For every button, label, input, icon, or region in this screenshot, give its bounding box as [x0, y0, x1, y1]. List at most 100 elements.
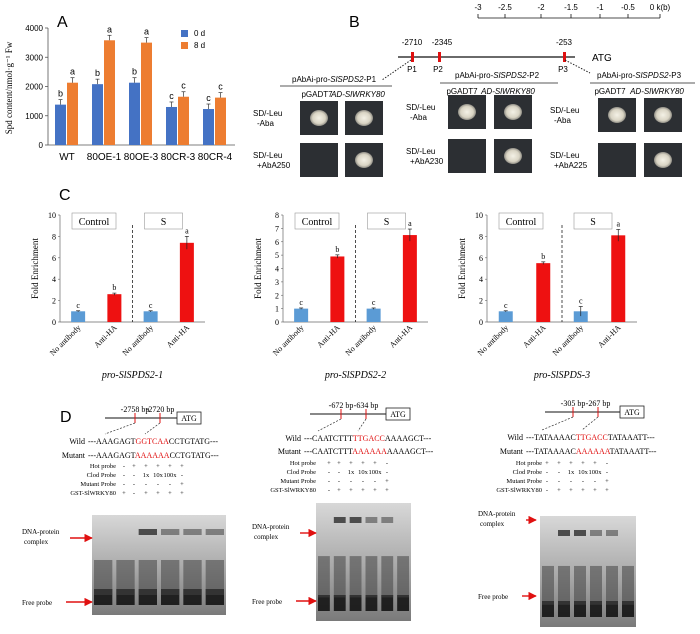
emsa-site-connector — [581, 416, 599, 431]
emsa-table-cell: + — [593, 460, 597, 467]
emsa-table-rowlabel: Clod Probe — [87, 472, 117, 479]
chip-bar — [536, 263, 551, 322]
chip-ytick-label: 1 — [275, 305, 279, 314]
emsa-table-cell: - — [546, 469, 548, 476]
chip-category-label: No antibody — [551, 323, 585, 357]
connector-p3 — [564, 59, 591, 74]
panel-letter-a: A — [57, 14, 68, 31]
gel-smear — [318, 556, 330, 598]
chip-bar — [179, 242, 194, 322]
emsa-wild-label: Wild — [507, 433, 523, 442]
emsa-table-cell: + — [361, 487, 365, 494]
dna-protein-band — [205, 529, 224, 535]
seq-right: TATAAATT--- — [610, 447, 657, 456]
legend-swatch-0d — [181, 30, 188, 37]
emsa-table-cell: + — [168, 490, 172, 497]
panel-a-sig-letter: b — [132, 67, 137, 77]
emsa-table-rowlabel: Hot probe — [90, 463, 116, 470]
panel-a-sig-letter: c — [218, 82, 223, 92]
chip-sig-letter: c — [149, 301, 153, 310]
emsa-wild-label: Wild — [69, 437, 85, 446]
emsa-table-cell: + — [180, 463, 184, 470]
panel-a-bar — [104, 40, 115, 145]
assay-row-medium: SD/-Leu — [550, 151, 579, 160]
site-marker-p3 — [563, 52, 566, 62]
panel-a-chart: Spd content/nmol·g⁻¹ Fw 0 1000 2000 3000 400… — [4, 24, 235, 163]
dna-protein-band — [590, 530, 602, 536]
chip-s-box — [144, 212, 183, 230]
free-probe-band — [365, 595, 378, 611]
emsa-table-cell: + — [605, 487, 609, 494]
chip-chart-1: Fold Enrichment 0 2 4 6 8 10 c No antibody b Anti-… — [30, 211, 205, 381]
emsa-table-cell: - — [606, 460, 608, 467]
chip-category-label: No antibody — [48, 323, 82, 357]
assay-row-aba: +AbA230 — [410, 157, 444, 166]
emsa-site-label: -672 bp — [329, 401, 354, 410]
emsa-table-cell: - — [594, 478, 596, 485]
chip-ytick-label: 2 — [275, 291, 279, 300]
chip-sig-letter: a — [408, 219, 412, 228]
chip-ytick-label: 5 — [275, 251, 279, 260]
chip-bar — [294, 308, 309, 322]
emsa-gel — [316, 503, 411, 621]
assay-row-medium: SD/-Leu — [253, 151, 282, 160]
chip-control-box — [71, 212, 117, 230]
seq-right: CCTGTATG--- — [169, 437, 218, 446]
chip-ylabel: Fold Enrichment — [30, 238, 40, 299]
emsa-atg-label: ATG — [181, 414, 197, 423]
panel-a-ytick-label: 4000 — [25, 24, 43, 33]
emsa-site-connector — [144, 422, 161, 435]
emsa-atg-box — [176, 411, 202, 425]
yeast-colony — [355, 152, 373, 168]
seq-motif: GGTCAA — [136, 437, 170, 446]
emsa-site-connector — [317, 418, 342, 432]
emsa-table-cell: - — [123, 481, 125, 488]
atg-label: ATG — [592, 53, 612, 64]
gel-smear — [574, 565, 586, 605]
emsa-wild-sequence: ---AAAGAGTGGTCAACCTGTATG--- — [88, 437, 218, 446]
chip-category-label: No antibody — [271, 323, 305, 357]
emsa-table-cell: - — [546, 487, 548, 494]
chip-bar — [330, 256, 345, 322]
emsa-table-cell: 100x — [589, 469, 603, 476]
seq-right: AAAAGCT--- — [385, 434, 432, 443]
yeast-plate — [300, 143, 338, 177]
panel-a-bar — [55, 104, 66, 145]
emsa-table-cell: - — [133, 472, 135, 479]
chip-ytick-label: 7 — [275, 224, 279, 233]
emsa-table-cell: - — [157, 481, 159, 488]
emsa-table-rowlabel: GST-SlWRKY80 — [496, 487, 542, 494]
chip-control-box — [498, 212, 544, 230]
seq-left: ---CAATCTTT — [304, 447, 353, 456]
panel-letter-c: C — [59, 187, 71, 204]
dna-protein-label: DNA-protein — [252, 523, 290, 531]
chip-sig-letter: b — [541, 252, 545, 261]
emsa-table-rowlabel: Hot probe — [290, 460, 316, 467]
free-probe-label: Free probe — [252, 598, 282, 606]
seq-right: CCTGTATG--- — [170, 451, 219, 460]
emsa-table-cell: + — [327, 460, 331, 467]
chip-chart-2: Fold Enrichment 0 1 2 3 4 5 6 7 8 c No antibody b Ant… — [253, 211, 428, 381]
chip-chart-title: pro-SlSPDS2-1 — [101, 370, 163, 381]
chip-bar — [611, 235, 626, 322]
free-probe-band — [397, 595, 409, 611]
seq-right: AAAAGCT--- — [387, 447, 434, 456]
dna-protein-label-2: complex — [480, 520, 505, 528]
seq-motif: TTGACC — [353, 434, 385, 443]
emsa-table-cell: + — [180, 481, 184, 488]
emsa-table-cell: + — [581, 487, 585, 494]
chip-bar — [573, 311, 588, 322]
emsa-table-cell: + — [337, 487, 341, 494]
dna-protein-band — [606, 530, 618, 536]
gel-smear — [205, 560, 224, 595]
assay-title-post: -P2 — [527, 71, 540, 80]
assay-title-pre: pAbAi-pro- — [597, 71, 636, 80]
chip-category-label: No antibody — [344, 323, 378, 357]
emsa-table-cell: - — [350, 478, 352, 485]
chip-s-box — [367, 212, 406, 230]
emsa-table-rowlabel: Mutant Probe — [506, 478, 542, 485]
site-marker-p1 — [411, 52, 414, 62]
panel-letter-b: B — [349, 14, 360, 31]
emsa-gel — [540, 516, 636, 627]
